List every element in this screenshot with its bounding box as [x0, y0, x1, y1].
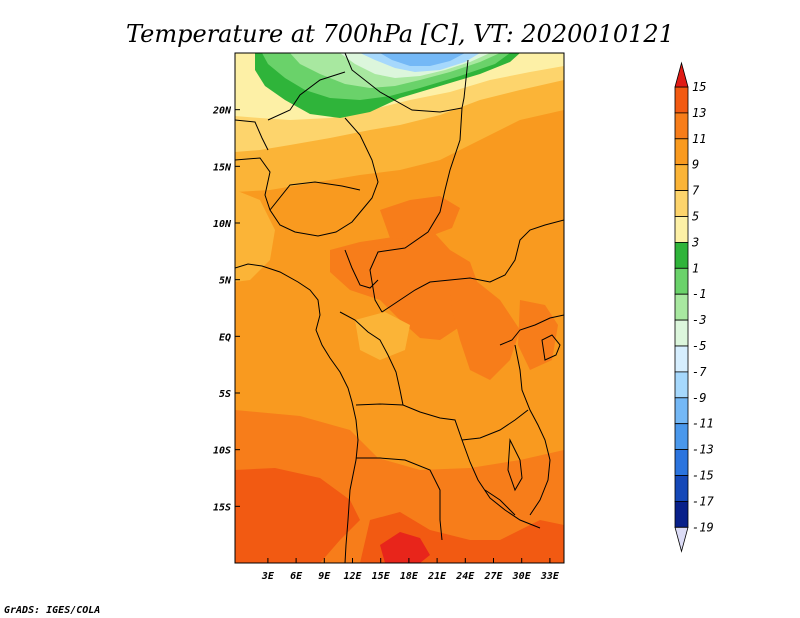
colorbar-label: -17: [692, 494, 714, 508]
colorbar-swatch: [674, 86, 689, 114]
y-tick-label: 5N: [219, 276, 232, 287]
colorbar-label: -11: [692, 417, 714, 431]
x-tick-label: 12E: [343, 571, 362, 582]
contour-11-13-central: [330, 228, 480, 340]
y-tick-label: 10N: [213, 219, 232, 230]
y-axis: 20N 15N 10N 5N EQ 5S 10S 15S: [212, 106, 240, 513]
y-tick-label: 15N: [213, 162, 232, 173]
x-tick-label: 33E: [540, 571, 560, 582]
colorbar-swatch: [674, 190, 689, 217]
contour-7-9-central-patch: [355, 312, 410, 360]
colorbar-label: -1: [692, 287, 706, 301]
colorbar-label: -9: [692, 391, 706, 405]
x-axis: 3E 6E 9E 12E 15E 18E 21E 24E 27E 30E 33E: [261, 558, 560, 582]
colorbar-label: -7: [692, 365, 707, 379]
colorbar-label: 9: [692, 158, 699, 172]
contour-11-13-sahel: [380, 196, 460, 240]
x-tick-label: 24E: [455, 571, 475, 582]
colorbar-label: -19: [692, 520, 714, 534]
colorbar-label: -13: [692, 443, 714, 457]
colorbar-swatch: [674, 475, 689, 502]
country-borders: [235, 53, 564, 563]
x-tick-label: 3E: [261, 571, 275, 582]
chart-title: Temperature at 700hPa [C], VT: 202001012…: [126, 20, 674, 48]
colorbar-swatch: [674, 267, 689, 295]
colorbar-label: -15: [692, 469, 714, 483]
colorbar-swatch: [674, 138, 689, 166]
colorbar-swatch: [674, 241, 689, 269]
x-tick-label: 21E: [427, 571, 447, 582]
colorbar-label: 13: [692, 106, 706, 120]
colorbar-top-arrow: [674, 61, 689, 88]
contour-11-13-east: [450, 280, 520, 380]
y-tick-label: 5S: [219, 389, 231, 400]
colorbar: 15 13 11 9 7 5 3 1 -1 -3 -5 -7 -9 -11 -13 -15 -17 -19: [674, 61, 714, 553]
colorbar-swatch: [674, 345, 689, 373]
grads-credit: GrADS: IGES/COLA: [4, 605, 100, 616]
x-tick-label: 15E: [372, 571, 391, 582]
x-tick-label: 27E: [483, 571, 503, 582]
map-frame: [234, 52, 565, 564]
colorbar-label: -3: [692, 313, 706, 327]
colorbar-label: 3: [691, 235, 699, 249]
contour-m9-m7-north: [380, 53, 465, 66]
colorbar-label: 7: [692, 184, 700, 198]
colorbar-bottom-arrow: [674, 526, 689, 553]
contour-11-13-east2: [518, 300, 558, 370]
colorbar-swatch: [674, 319, 689, 347]
x-tick-label: 30E: [512, 571, 532, 582]
colorbar-label: 15: [692, 80, 706, 94]
map-panel: [235, 53, 564, 563]
x-tick-label: 18E: [400, 571, 419, 582]
colorbar-label: 5: [692, 210, 699, 224]
colorbar-swatch: [674, 449, 689, 476]
colorbar-swatch: [674, 293, 689, 321]
y-tick-label: 20N: [212, 106, 232, 117]
y-tick-label: EQ: [219, 332, 231, 343]
contour-15-plus-hotspot: [380, 532, 430, 563]
colorbar-swatch: [674, 423, 689, 451]
colorbar-label: 1: [692, 261, 699, 275]
colorbar-swatch: [674, 112, 689, 140]
y-tick-label: 15S: [213, 502, 231, 513]
y-tick-label: 10S: [213, 446, 231, 457]
colorbar-swatch: [674, 397, 689, 425]
colorbar-swatch: [674, 371, 689, 399]
contour-7-9-west: [235, 190, 275, 282]
contour-13-15-south: [235, 468, 360, 563]
colorbar-swatch: [674, 216, 689, 243]
x-tick-label: 9E: [318, 571, 331, 582]
colorbar-swatch: [674, 500, 689, 528]
colorbar-label: -5: [692, 339, 706, 353]
colorbar-label: 11: [692, 132, 706, 146]
colorbar-swatch: [674, 164, 689, 191]
x-tick-label: 6E: [290, 571, 303, 582]
